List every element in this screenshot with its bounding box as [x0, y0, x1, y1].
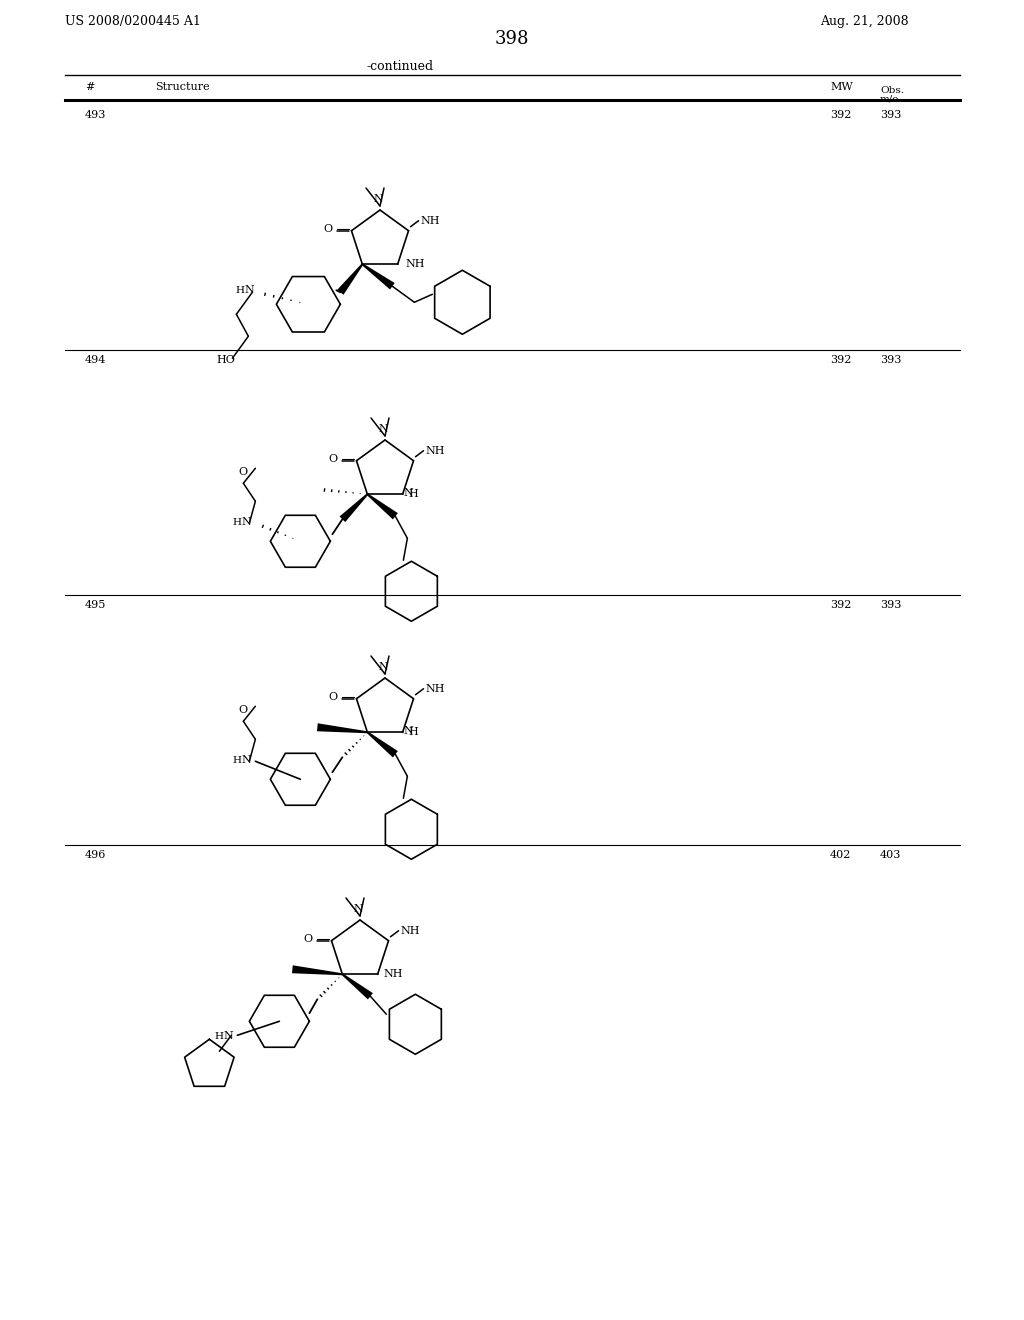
- Polygon shape: [317, 723, 368, 734]
- Text: O: O: [328, 692, 337, 702]
- Text: O: O: [328, 454, 337, 463]
- Text: N: N: [242, 517, 251, 527]
- Text: O: O: [239, 467, 248, 478]
- Text: N: N: [378, 663, 388, 672]
- Polygon shape: [367, 494, 398, 519]
- Polygon shape: [292, 965, 342, 975]
- Polygon shape: [342, 973, 373, 999]
- Text: N: N: [223, 1031, 233, 1041]
- Text: NH: NH: [426, 446, 445, 455]
- Text: Obs.: Obs.: [880, 86, 904, 95]
- Text: 495: 495: [85, 601, 106, 610]
- Text: N: N: [353, 904, 362, 913]
- Text: N: N: [403, 488, 414, 498]
- Text: US 2008/0200445 A1: US 2008/0200445 A1: [65, 15, 201, 28]
- Text: N: N: [373, 194, 383, 205]
- Text: 398: 398: [495, 30, 529, 48]
- Text: O: O: [239, 705, 248, 715]
- Text: Aug. 21, 2008: Aug. 21, 2008: [820, 15, 908, 28]
- Text: 393: 393: [880, 355, 901, 366]
- Text: H: H: [232, 756, 242, 764]
- Text: N: N: [378, 424, 388, 434]
- Text: H: H: [409, 490, 419, 499]
- Text: NH: NH: [406, 259, 425, 269]
- Text: 392: 392: [830, 601, 851, 610]
- Text: NH: NH: [400, 925, 420, 936]
- Text: N: N: [403, 726, 414, 737]
- Text: 496: 496: [85, 850, 106, 861]
- Text: N: N: [245, 285, 254, 296]
- Text: -continued: -continued: [367, 59, 433, 73]
- Text: MW: MW: [830, 82, 853, 92]
- Text: NH: NH: [384, 969, 403, 979]
- Text: 392: 392: [830, 355, 851, 366]
- Text: m/e: m/e: [880, 94, 899, 103]
- Text: 402: 402: [830, 850, 851, 861]
- Polygon shape: [340, 494, 368, 523]
- Text: 393: 393: [880, 601, 901, 610]
- Text: NH: NH: [426, 684, 445, 694]
- Text: O: O: [323, 223, 332, 234]
- Text: 403: 403: [880, 850, 901, 861]
- Text: N: N: [242, 755, 251, 766]
- Text: H: H: [232, 517, 242, 527]
- Text: Structure: Structure: [155, 82, 210, 92]
- Text: NH: NH: [421, 215, 440, 226]
- Text: H: H: [214, 1032, 223, 1040]
- Text: 393: 393: [880, 110, 901, 120]
- Text: HO: HO: [216, 355, 236, 366]
- Text: 493: 493: [85, 110, 106, 120]
- Text: H: H: [236, 285, 245, 294]
- Text: #: #: [85, 82, 94, 92]
- Polygon shape: [337, 264, 364, 294]
- Polygon shape: [361, 264, 394, 289]
- Text: 494: 494: [85, 355, 106, 366]
- Polygon shape: [367, 731, 398, 758]
- Text: 392: 392: [830, 110, 851, 120]
- Text: H: H: [409, 727, 419, 738]
- Text: O: O: [303, 933, 312, 944]
